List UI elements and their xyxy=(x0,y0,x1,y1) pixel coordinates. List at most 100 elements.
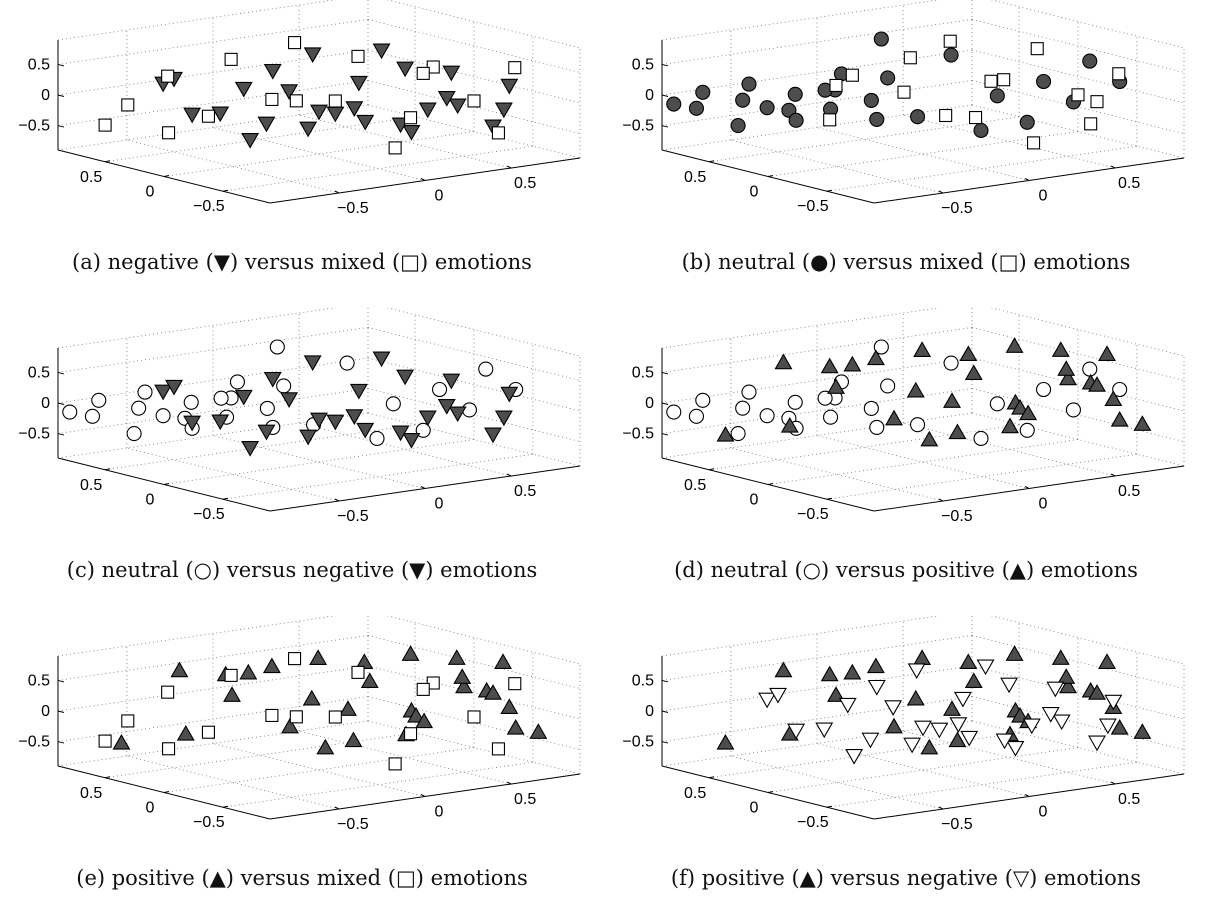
data-point xyxy=(494,653,512,669)
data-point xyxy=(396,369,415,386)
caption-e: (e) positive (▲) versus mixed (□) emotio… xyxy=(76,866,528,890)
data-point xyxy=(529,723,548,739)
data-point xyxy=(1133,415,1152,431)
y-tick-label: 0 xyxy=(750,184,759,201)
data-point xyxy=(873,31,889,47)
data-point xyxy=(910,109,926,125)
x-tick-label: 0.5 xyxy=(514,175,536,192)
data-point xyxy=(1098,653,1116,669)
data-point xyxy=(866,349,885,366)
data-point xyxy=(165,379,183,396)
data-point xyxy=(183,107,202,124)
data-point xyxy=(448,406,467,423)
data-point xyxy=(884,700,903,716)
data-point xyxy=(211,106,230,123)
data-point xyxy=(1059,369,1077,386)
data-point xyxy=(404,111,418,125)
data-point xyxy=(897,85,911,99)
data-point xyxy=(328,710,342,724)
data-point xyxy=(920,738,939,755)
data-point xyxy=(984,74,998,88)
data-point xyxy=(263,371,282,388)
data-point xyxy=(276,378,292,394)
data-point xyxy=(759,408,775,424)
data-point xyxy=(176,724,195,741)
data-point xyxy=(494,410,513,427)
data-point xyxy=(695,84,711,100)
data-point xyxy=(310,104,328,121)
data-point xyxy=(758,692,777,709)
data-point xyxy=(351,665,365,679)
data-point xyxy=(913,341,932,357)
data-point xyxy=(316,738,335,755)
data-point xyxy=(137,384,153,400)
data-point xyxy=(787,394,803,410)
data-point xyxy=(774,661,793,678)
z-tick-label: −0.5 xyxy=(622,426,654,443)
series-square-open xyxy=(823,34,1126,150)
x-tick-label: 0.5 xyxy=(514,791,536,808)
data-point xyxy=(302,689,321,706)
data-point xyxy=(880,378,896,394)
data-point xyxy=(973,430,989,446)
data-point xyxy=(62,404,78,420)
data-point xyxy=(666,96,682,112)
data-point xyxy=(303,355,322,372)
data-point xyxy=(666,404,682,420)
data-point xyxy=(1059,677,1077,694)
data-point xyxy=(943,34,957,48)
data-point xyxy=(869,419,885,435)
z-tick-label: 0.5 xyxy=(28,56,50,73)
data-point xyxy=(735,400,751,416)
data-point xyxy=(1098,345,1116,361)
x-tick-label: 0 xyxy=(435,496,444,513)
data-point xyxy=(349,383,368,400)
y-tick-label: 0.5 xyxy=(684,477,706,494)
data-point xyxy=(213,390,229,406)
data-point xyxy=(885,717,903,734)
data-point xyxy=(1057,668,1076,684)
data-point xyxy=(1006,741,1025,757)
data-point xyxy=(360,672,379,688)
scatter-plot-d: 0.5 0 −0.5 0.5 0 −0.5 −0.5 0 0.5 xyxy=(622,308,1185,525)
data-point xyxy=(1104,390,1123,406)
y-tick-label: 0.5 xyxy=(684,169,706,186)
data-point xyxy=(289,710,303,724)
data-point xyxy=(467,710,481,724)
data-point xyxy=(161,685,175,699)
x-tick-label: −0.5 xyxy=(337,200,369,217)
data-point xyxy=(201,109,215,123)
data-point xyxy=(432,381,448,398)
data-point xyxy=(455,677,473,694)
data-point xyxy=(930,722,949,739)
data-point xyxy=(735,92,751,108)
data-point xyxy=(827,686,845,702)
data-point xyxy=(741,76,757,92)
y-tick-label: 0 xyxy=(750,800,759,817)
data-point xyxy=(1019,114,1035,130)
data-point xyxy=(372,351,391,368)
series-tri-up-filled xyxy=(716,337,1152,447)
panel-b: 0.5 0 −0.5 0.5 0 −0.5 −0.5 0 0.5 (b) neutral (●)… xyxy=(604,0,1208,300)
data-point xyxy=(161,69,175,83)
data-point xyxy=(478,361,494,377)
series-square-open xyxy=(98,652,522,771)
grid xyxy=(661,308,1185,502)
data-point xyxy=(241,133,260,149)
caption-c: (c) neutral (○) versus negative (▼) emot… xyxy=(66,558,538,582)
data-point xyxy=(827,378,845,394)
data-point xyxy=(880,70,896,86)
data-point xyxy=(401,645,420,661)
data-point xyxy=(98,118,112,132)
data-point xyxy=(913,649,932,665)
data-point xyxy=(1071,88,1085,102)
data-point xyxy=(310,412,328,429)
data-point xyxy=(953,691,972,708)
data-point xyxy=(948,731,967,748)
data-point xyxy=(170,661,189,678)
data-point xyxy=(162,742,176,756)
data-point xyxy=(500,386,519,403)
data-point xyxy=(973,122,989,138)
z-tick-label: 0.5 xyxy=(28,364,50,381)
data-point xyxy=(845,749,864,765)
